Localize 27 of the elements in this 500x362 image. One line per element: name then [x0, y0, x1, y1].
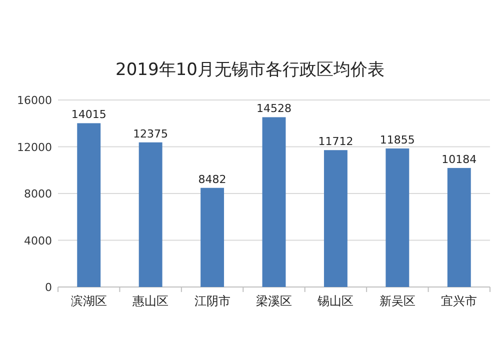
x-tick-label: 江阴市	[194, 294, 230, 308]
data-label: 8482	[198, 172, 226, 186]
data-label: 10184	[442, 152, 477, 166]
y-tick-label: 8000	[24, 188, 52, 200]
data-label: 11855	[380, 133, 415, 146]
bar	[324, 150, 348, 287]
y-tick-label: 0	[45, 281, 52, 294]
x-tick-label: 新吴区	[379, 294, 416, 308]
data-label: 14015	[71, 108, 106, 122]
data-label: 14528	[256, 102, 292, 116]
x-tick-label: 梁溪区	[256, 294, 292, 308]
bar	[77, 123, 101, 287]
bar	[138, 142, 162, 287]
x-tick-label: 锡山区	[316, 294, 354, 308]
y-tick-label: 12000	[17, 140, 52, 154]
data-label: 11712	[318, 135, 354, 148]
bar	[200, 188, 224, 287]
chart-title: 2019年10月无锡市各行政区均价表	[116, 60, 384, 80]
y-tick-label: 16000	[17, 94, 52, 107]
data-label: 12375	[133, 127, 168, 140]
bar	[447, 168, 471, 287]
y-tick-label: 4000	[24, 234, 52, 248]
x-tick-label: 惠山区	[132, 294, 169, 308]
bar	[262, 117, 286, 287]
x-tick-label: 宜兴市	[441, 294, 478, 308]
x-tick-label: 滨湖区	[70, 294, 107, 308]
bar	[386, 148, 410, 287]
